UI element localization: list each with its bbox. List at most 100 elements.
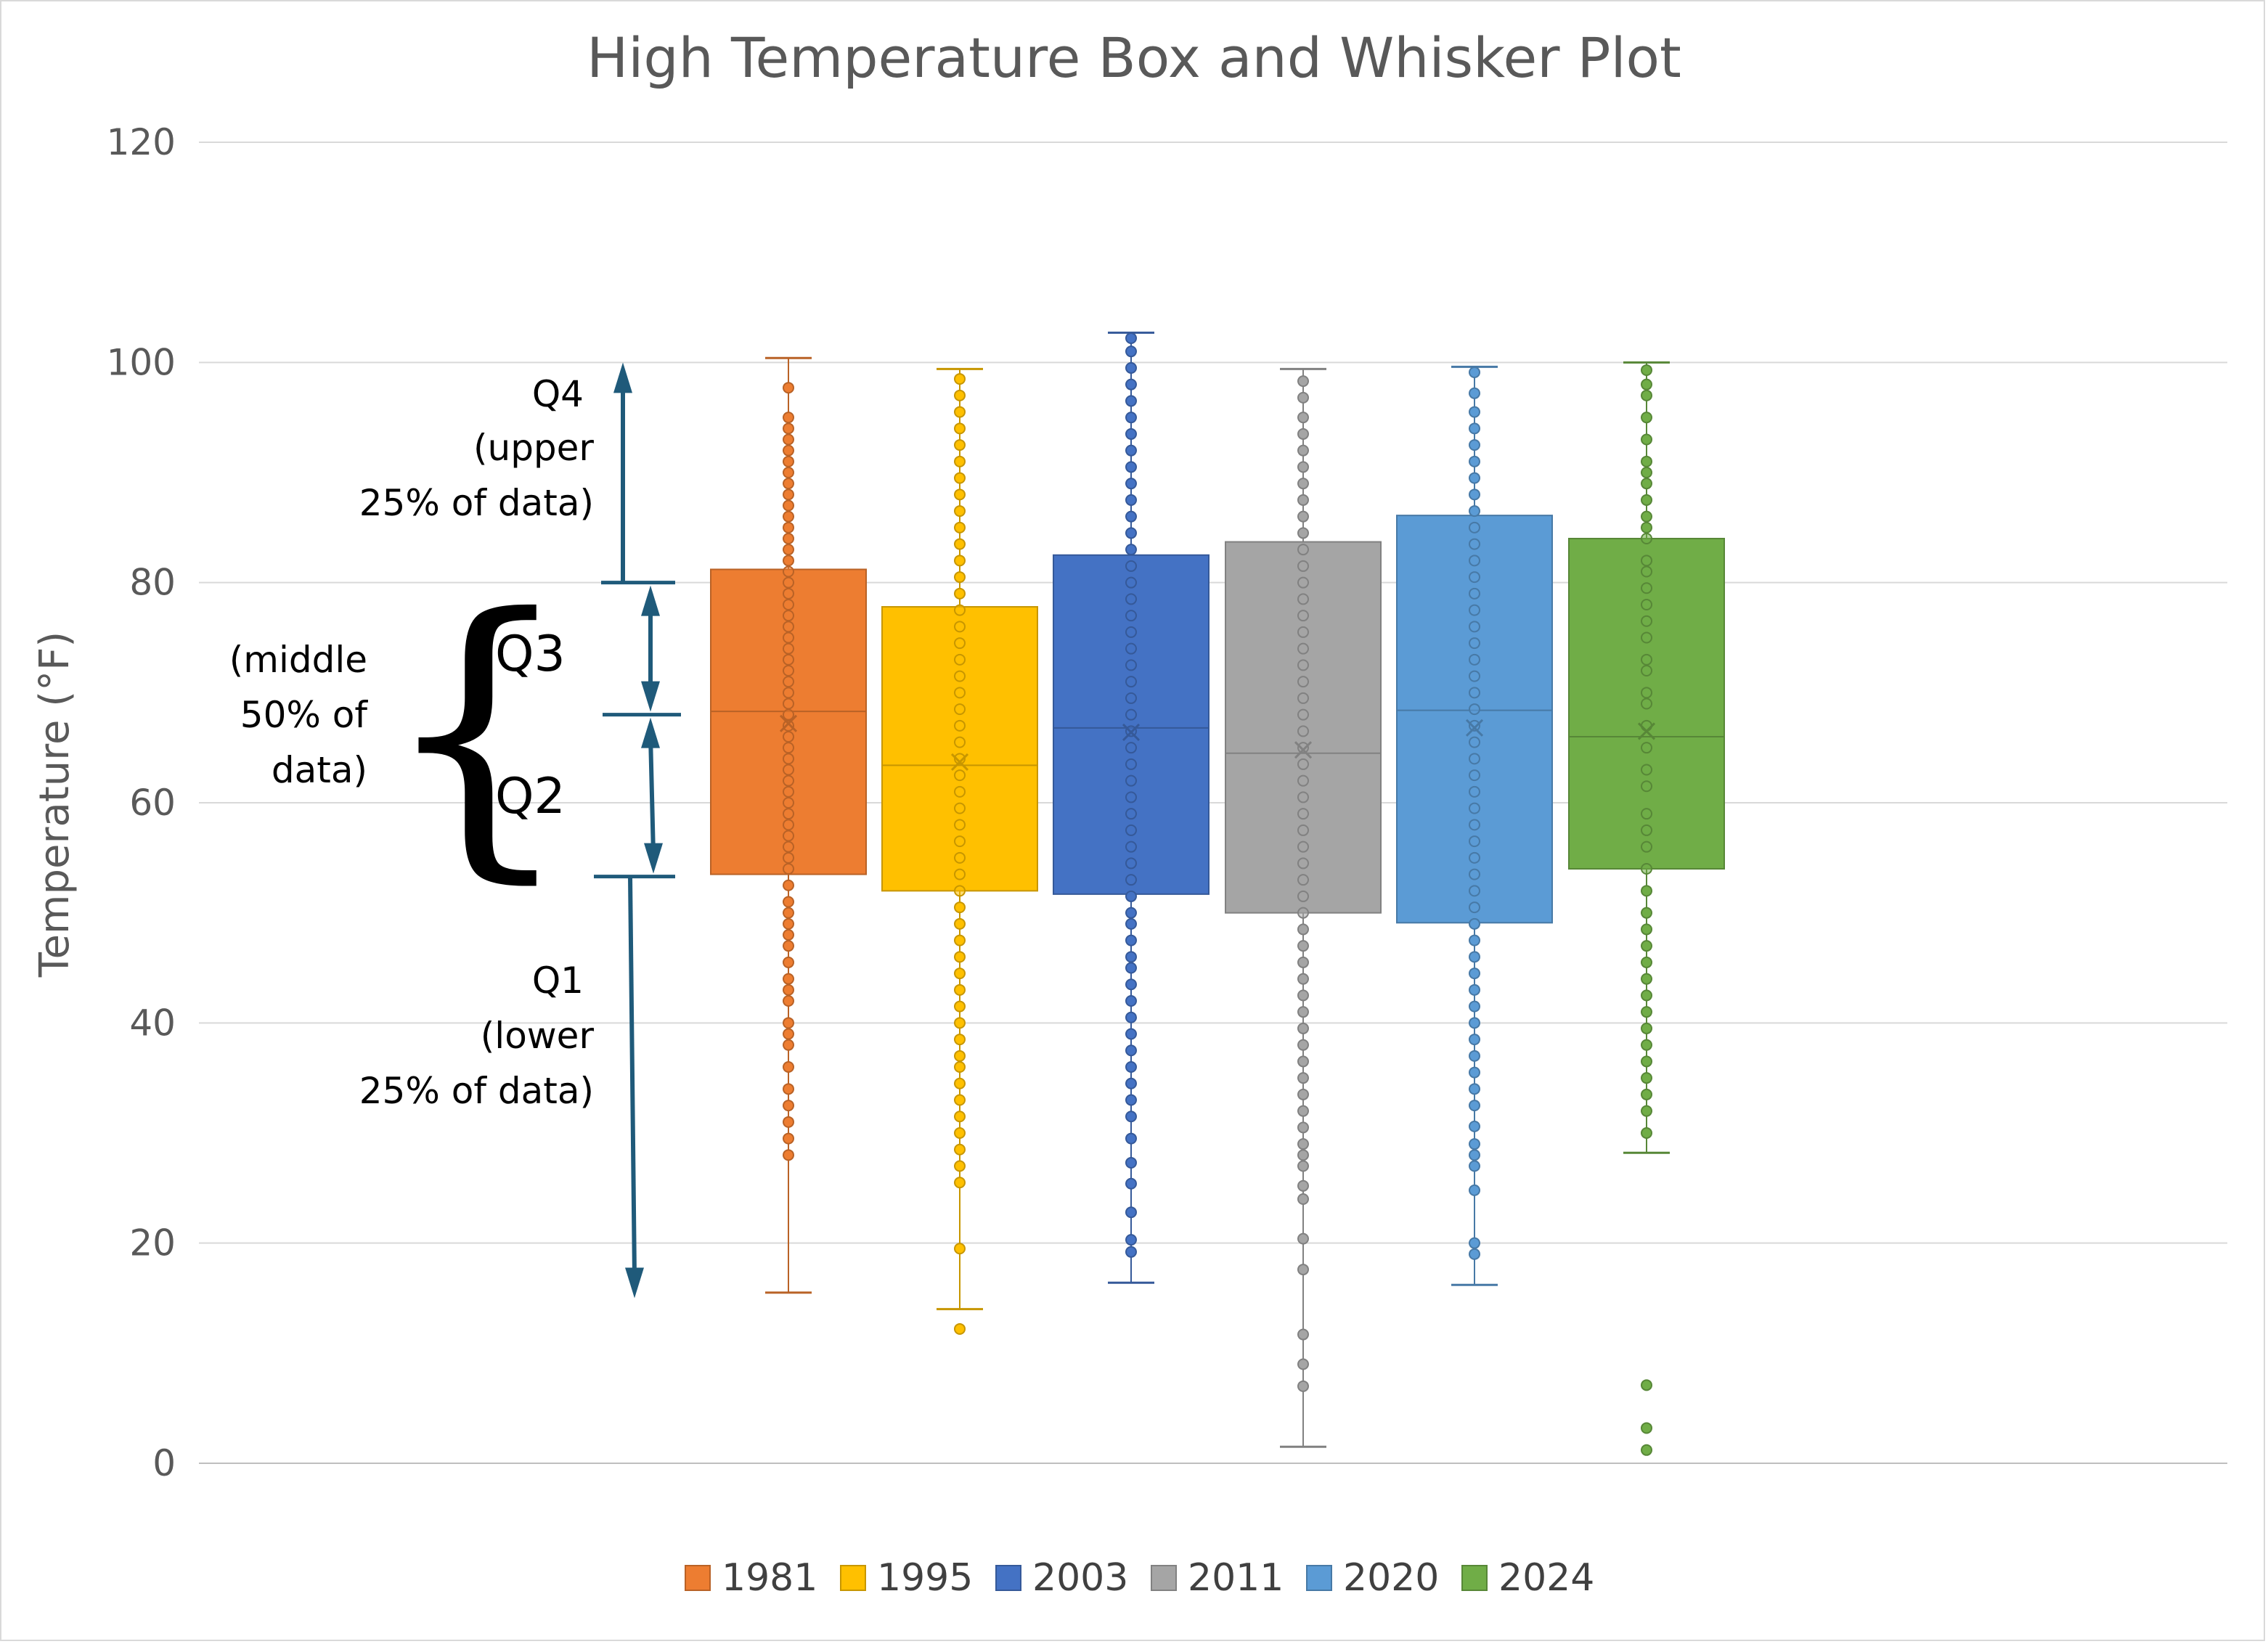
legend-label-2020: 2020 xyxy=(1343,1556,1439,1600)
y-axis-label: Temperature (°F) xyxy=(31,631,78,978)
q2-arrow-head-up xyxy=(641,717,660,748)
data-point xyxy=(1125,478,1137,490)
data-point xyxy=(1469,670,1480,682)
data-point xyxy=(1641,555,1652,567)
data-point xyxy=(1469,439,1480,451)
data-point xyxy=(954,868,966,880)
data-point xyxy=(1297,725,1309,737)
data-point xyxy=(954,571,966,584)
mean-marker-stroke xyxy=(1465,719,1484,737)
data-point xyxy=(954,917,966,930)
data-point xyxy=(1297,940,1309,952)
data-point xyxy=(954,851,966,864)
data-point xyxy=(954,621,966,633)
data-point xyxy=(1297,841,1309,853)
middle-description-line2: 50% of xyxy=(240,694,369,736)
data-point xyxy=(1641,973,1652,985)
data-point xyxy=(1641,1127,1652,1139)
data-point xyxy=(1469,901,1480,914)
data-point xyxy=(783,1061,794,1073)
mean-marker-stroke xyxy=(779,714,798,732)
mean-marker xyxy=(779,714,798,732)
data-point xyxy=(954,1177,966,1189)
data-point xyxy=(1297,391,1309,404)
data-point xyxy=(954,505,966,518)
data-point xyxy=(1297,1105,1309,1117)
legend-swatch-2003 xyxy=(995,1565,1021,1591)
data-point xyxy=(1641,364,1652,376)
data-point xyxy=(1469,885,1480,897)
box-series-1995 xyxy=(881,367,1038,1335)
outlier-point xyxy=(1641,1444,1652,1456)
legend-swatch-1995 xyxy=(840,1565,866,1591)
data-point xyxy=(1297,791,1309,803)
data-point xyxy=(1297,527,1309,539)
data-point xyxy=(1469,1248,1480,1260)
data-point xyxy=(1641,494,1652,506)
data-point xyxy=(1641,1055,1652,1068)
q1-label: Q1 xyxy=(532,960,584,1002)
data-point xyxy=(1297,742,1309,754)
data-point xyxy=(1469,719,1480,732)
chart-title: High Temperature Box and Whisker Plot xyxy=(587,25,1681,90)
data-point xyxy=(1125,841,1137,853)
data-point xyxy=(783,555,794,567)
data-point xyxy=(1641,719,1652,732)
data-point xyxy=(1469,521,1480,533)
data-point xyxy=(1641,599,1652,610)
data-point xyxy=(954,1243,966,1255)
data-point xyxy=(783,533,794,544)
middle-description-line1: (middle xyxy=(229,639,367,681)
data-point xyxy=(783,753,794,765)
data-point xyxy=(1125,1111,1137,1123)
data-point xyxy=(1641,455,1652,467)
data-point xyxy=(1125,332,1137,344)
data-point xyxy=(783,797,794,809)
data-point xyxy=(954,1017,966,1029)
y-tick-label: 60 xyxy=(129,782,176,824)
data-point xyxy=(1469,736,1480,748)
data-point xyxy=(1641,841,1652,853)
data-point xyxy=(954,968,966,980)
data-point xyxy=(1641,582,1652,594)
data-point xyxy=(783,830,794,842)
data-point xyxy=(1297,544,1309,556)
data-point xyxy=(1469,868,1480,880)
data-point xyxy=(954,819,966,831)
data-point xyxy=(1469,835,1480,848)
data-point xyxy=(1469,366,1480,378)
data-point xyxy=(1297,642,1309,655)
data-point xyxy=(1125,1094,1137,1106)
data-point xyxy=(1469,1237,1480,1249)
data-point xyxy=(783,610,794,622)
data-point xyxy=(1125,610,1137,622)
data-point xyxy=(783,719,794,732)
data-point xyxy=(1469,621,1480,633)
data-point xyxy=(783,1149,794,1161)
data-point xyxy=(783,467,794,478)
data-point xyxy=(1641,824,1652,836)
data-point xyxy=(783,621,794,633)
data-point xyxy=(783,433,794,446)
mean-marker xyxy=(950,753,969,771)
data-point xyxy=(1297,989,1309,1002)
data-point xyxy=(954,1000,966,1013)
q1-description-line2: 25% of data) xyxy=(359,1070,594,1112)
data-point xyxy=(954,1160,966,1172)
data-point xyxy=(1469,653,1480,666)
data-point xyxy=(1125,1177,1137,1190)
data-point xyxy=(1641,989,1652,1002)
data-point xyxy=(1297,1179,1309,1192)
data-point xyxy=(1297,874,1309,886)
legend-label-2003: 2003 xyxy=(1032,1556,1128,1600)
data-point xyxy=(1469,422,1480,435)
data-point xyxy=(954,439,966,451)
data-point xyxy=(954,753,966,765)
data-point xyxy=(783,576,794,589)
data-point xyxy=(1641,808,1652,820)
data-point xyxy=(783,510,794,523)
data-point xyxy=(1469,555,1480,567)
data-point xyxy=(783,1017,794,1029)
data-point xyxy=(1297,428,1309,440)
data-point xyxy=(1125,1077,1137,1089)
